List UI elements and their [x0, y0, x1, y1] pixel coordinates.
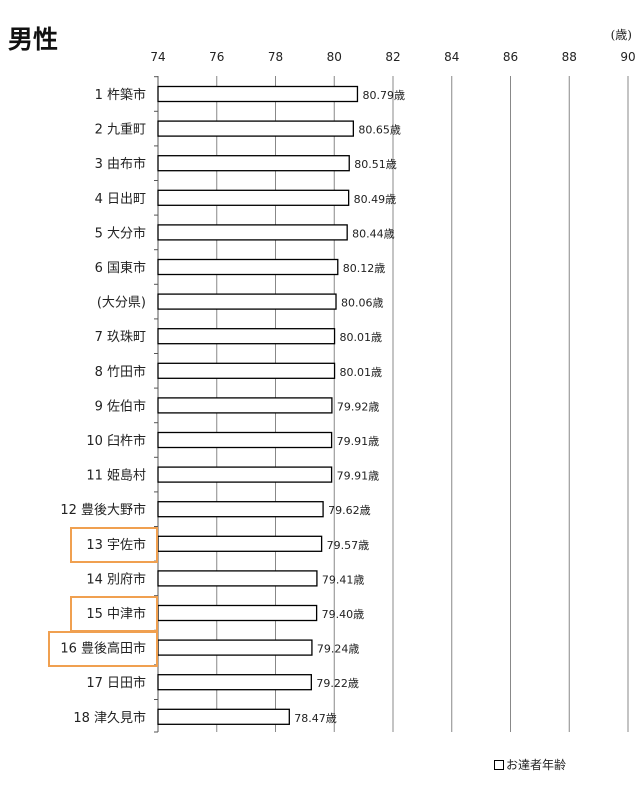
value-label: 80.49歳	[354, 193, 397, 206]
value-label: 80.01歳	[340, 331, 383, 344]
category-label: 4 日出町	[95, 192, 146, 207]
bar	[157, 155, 350, 172]
value-label: 79.22歳	[316, 677, 359, 690]
value-label: 79.24歳	[317, 643, 360, 656]
bar	[157, 85, 359, 103]
x-tick-label-90: 90	[620, 50, 635, 64]
legend-label: お達者年齢	[506, 758, 567, 772]
value-label: 79.91歳	[337, 435, 380, 448]
category-label: 12 豊後大野市	[60, 502, 146, 518]
bar	[157, 362, 336, 379]
category-label: 7 玖珠町	[95, 329, 146, 345]
category-label: 17 日田市	[86, 675, 146, 691]
x-tick-label-86: 86	[503, 50, 518, 64]
category-label: 5 大分市	[95, 225, 146, 241]
category-label: 18 津久見市	[73, 710, 146, 726]
category-label: 1 杵築市	[95, 87, 146, 103]
category-label: 2 九重町	[95, 122, 146, 138]
value-label: 80.12歳	[343, 262, 386, 275]
highlight-box	[70, 526, 158, 563]
bar	[157, 397, 333, 414]
bar	[157, 535, 323, 552]
bar	[157, 570, 318, 587]
category-label: 10 臼杵市	[86, 433, 146, 449]
value-label: 79.40歳	[322, 608, 365, 621]
highlight-box	[70, 596, 158, 632]
category-label: 15 中津市	[86, 606, 146, 622]
x-tick-label-84: 84	[444, 50, 459, 64]
unit-label: (歳)	[610, 28, 632, 42]
category-label: 6 国東市	[95, 260, 146, 276]
category-label: 16 豊後高田市	[60, 641, 146, 657]
x-tick-label-74: 74	[150, 50, 165, 64]
bar	[157, 466, 333, 483]
bar	[157, 224, 348, 241]
value-label: 80.01歳	[340, 366, 383, 379]
x-tick-label-80: 80	[327, 50, 342, 64]
value-label: 78.47歳	[294, 712, 337, 725]
bar	[157, 293, 337, 310]
value-label: 79.57歳	[327, 539, 370, 552]
page-title: 男性	[8, 25, 59, 54]
value-label: 79.92歳	[337, 400, 380, 413]
value-label: 79.41歳	[322, 573, 365, 586]
highlight-box	[48, 630, 158, 667]
bar	[157, 189, 350, 206]
bar	[157, 639, 313, 656]
bar	[157, 258, 339, 276]
bar	[157, 501, 324, 518]
category-label: 3 由布市	[95, 156, 146, 172]
bar	[157, 328, 336, 345]
bar	[157, 431, 333, 449]
x-tick-label-76: 76	[209, 50, 224, 64]
category-label: 13 宇佐市	[86, 537, 146, 553]
bar	[157, 120, 354, 137]
value-label: 80.65歳	[358, 124, 401, 137]
bar	[157, 708, 290, 725]
category-label: 14 別府市	[86, 571, 146, 587]
value-label: 79.62歳	[328, 504, 371, 517]
legend-swatch	[494, 759, 504, 770]
category-label: (大分県)	[97, 296, 146, 311]
x-tick-label-78: 78	[268, 50, 283, 64]
category-label: 11 姫島村	[86, 469, 146, 484]
value-label: 79.91歳	[337, 470, 380, 483]
value-label: 80.79歳	[362, 89, 405, 102]
legend: お達者年齢	[494, 756, 566, 773]
value-label: 80.44歳	[352, 227, 395, 240]
category-label: 9 佐伯市	[95, 398, 146, 414]
bar	[157, 604, 318, 622]
x-tick-label-88: 88	[562, 50, 577, 64]
value-label: 80.06歳	[341, 297, 384, 310]
category-label: 8 竹田市	[95, 364, 146, 380]
x-tick-label-82: 82	[385, 50, 400, 64]
bar	[157, 674, 312, 691]
value-label: 80.51歳	[354, 158, 397, 171]
